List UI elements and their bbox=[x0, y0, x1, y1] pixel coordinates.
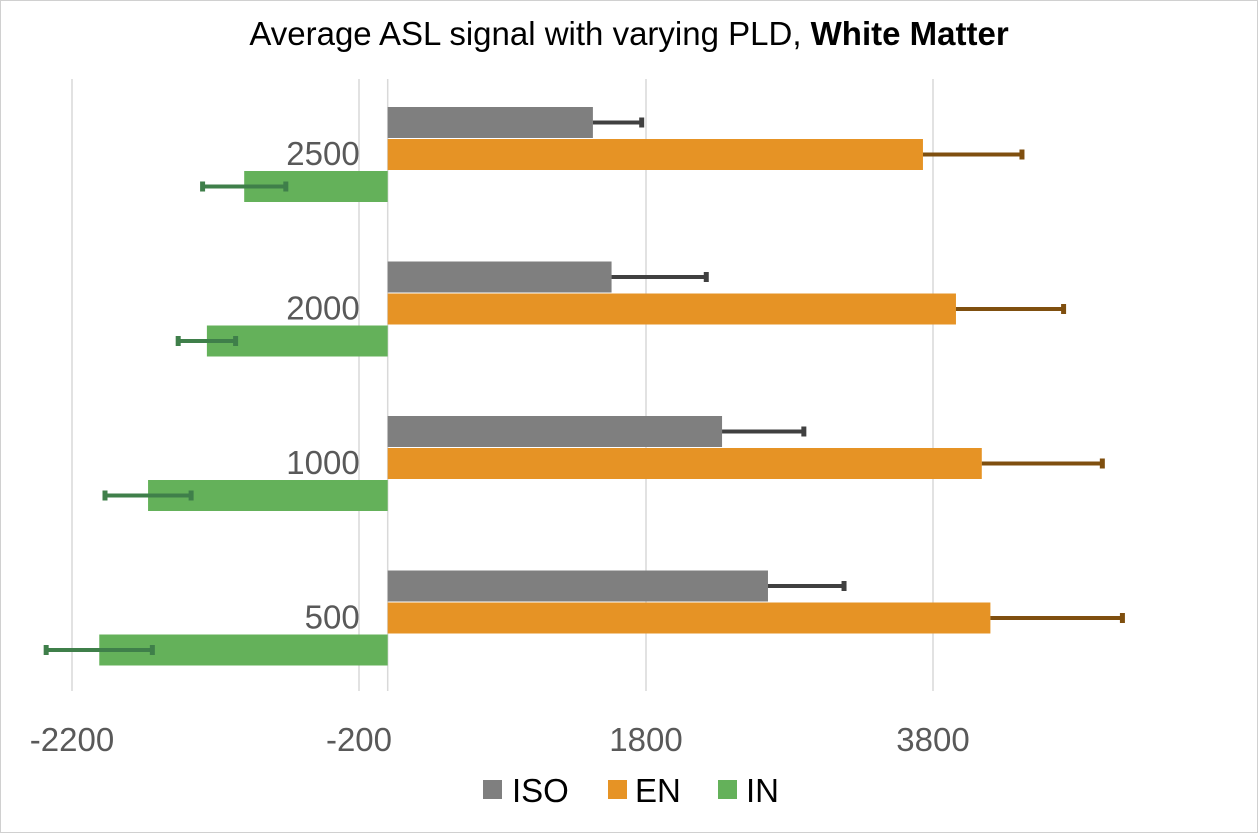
legend-item-in: IN bbox=[718, 772, 779, 809]
chart-title-bold: White Matter bbox=[811, 15, 1009, 52]
legend-item-en: EN bbox=[608, 772, 681, 809]
error-bar-en-2500 bbox=[922, 149, 1025, 160]
x-tick-label--200: -200 bbox=[326, 721, 392, 758]
x-tick-label--2200: -2200 bbox=[30, 721, 114, 758]
legend-label-in: IN bbox=[746, 772, 779, 809]
legend: ISO EN IN bbox=[483, 772, 779, 809]
error-bar-iso-2000 bbox=[611, 272, 709, 282]
x-tick-label-1800: 1800 bbox=[609, 721, 682, 758]
category-label-2000: 2000 bbox=[286, 290, 359, 327]
error-bar-in-1000 bbox=[102, 490, 194, 501]
legend-swatch-iso bbox=[483, 780, 502, 799]
error-bar-iso-1000 bbox=[722, 426, 807, 437]
error-bar-iso-500 bbox=[767, 581, 847, 591]
x-axis-ticks: -2200 -200 1800 3800 bbox=[30, 721, 970, 758]
category-label-2500: 2500 bbox=[286, 135, 359, 172]
category-label-500: 500 bbox=[305, 599, 360, 636]
legend-item-iso: ISO bbox=[483, 772, 569, 809]
error-bar-en-500 bbox=[990, 613, 1125, 623]
category-label-1000: 1000 bbox=[286, 444, 359, 481]
bar-en-1000 bbox=[387, 448, 982, 479]
legend-label-iso: ISO bbox=[512, 772, 569, 809]
bar-iso-2500 bbox=[387, 107, 593, 138]
bar-en-2000 bbox=[387, 293, 956, 325]
error-bars-group bbox=[43, 117, 1125, 655]
error-bar-en-1000 bbox=[981, 458, 1105, 469]
legend-swatch-in bbox=[718, 780, 737, 799]
error-bar-in-500 bbox=[43, 645, 155, 655]
bar-iso-2000 bbox=[387, 261, 612, 293]
bar-en-2500 bbox=[387, 139, 923, 170]
error-bar-en-2000 bbox=[955, 304, 1067, 314]
bar-iso-1000 bbox=[387, 416, 723, 447]
x-tick-label-3800: 3800 bbox=[896, 721, 969, 758]
category-labels: 2500 2000 1000 500 bbox=[286, 135, 359, 636]
error-bar-in-2500 bbox=[200, 181, 289, 192]
legend-swatch-en bbox=[608, 780, 627, 799]
error-bar-iso-2500 bbox=[592, 117, 645, 128]
bars-group bbox=[99, 107, 991, 666]
error-bar-in-2000 bbox=[175, 336, 239, 346]
chart-title: Average ASL signal with varying PLD, Whi… bbox=[249, 15, 1008, 52]
legend-label-en: EN bbox=[635, 772, 681, 809]
bar-en-500 bbox=[387, 602, 991, 634]
bar-iso-500 bbox=[387, 570, 768, 602]
chart-title-main: Average ASL signal with varying PLD, bbox=[249, 15, 810, 52]
